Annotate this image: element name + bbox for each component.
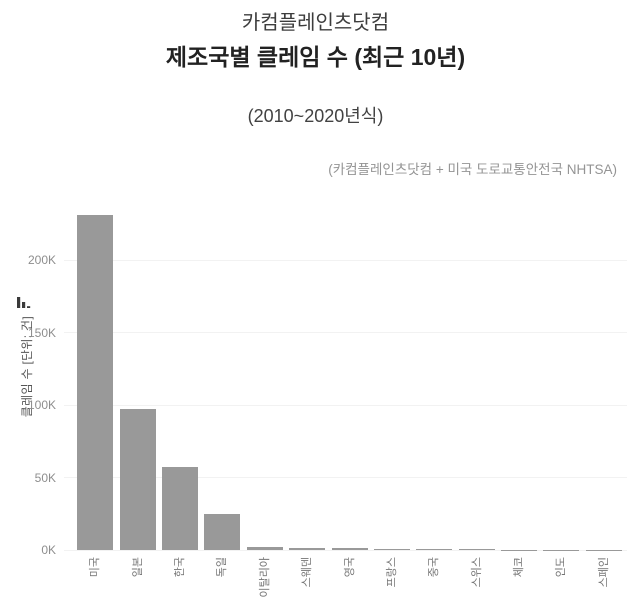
x-tick-label: 인도	[555, 557, 568, 578]
chart-title: 제조국별 클레임 수 (최근 10년)	[165, 44, 466, 70]
bar-이탈리아	[246, 546, 283, 550]
x-tick-label: 이탈리아	[258, 557, 271, 598]
bar-체코	[501, 549, 538, 550]
bar-일본	[119, 409, 156, 550]
chart-source-note: (카컴플레인츠닷컴 + 미국 도로교통안전국 NHTSA)	[328, 162, 617, 177]
y-gridline	[64, 259, 627, 261]
y-gridline	[64, 332, 627, 333]
y-tick-label: 50K	[34, 470, 56, 485]
chart-source-title: 카컴플레인츠닷컴	[241, 12, 390, 34]
y-tick-label: 100K	[27, 398, 56, 412]
bar-프랑스	[373, 549, 410, 550]
bar-중국	[416, 549, 453, 550]
y-tick-label: 150K	[27, 325, 56, 340]
bar-인도	[543, 549, 580, 550]
x-tick-label: 체코	[513, 557, 526, 578]
x-tick-label: 중국	[428, 557, 441, 578]
x-tick-label: 독일	[216, 557, 229, 578]
plot-area: 0K 50K 100K 150K 200K 미국 일본 한국 독일 이탈리아 스웨덴 영국 프랑스 중국 스…	[28, 198, 627, 597]
x-tick-label: 한국	[173, 557, 186, 578]
x-tick-label: 프랑스	[385, 557, 398, 588]
bar-독일	[204, 513, 241, 550]
bar-스위스	[458, 549, 495, 550]
bar-영국	[331, 547, 368, 550]
x-tick-label: 미국	[89, 557, 102, 578]
y-axis-title-group: 클레임 수 [단위: 건]	[14, 294, 36, 474]
x-tick-label: 영국	[343, 557, 356, 578]
bar-스페인	[585, 549, 622, 550]
bar-스웨덴	[289, 547, 326, 550]
x-tick-label: 스페인	[597, 557, 610, 588]
bar-한국	[161, 467, 198, 550]
y-gridline	[64, 477, 627, 478]
x-tick-label: 스위스	[470, 557, 483, 588]
x-tick-label: 일본	[131, 557, 144, 578]
x-tick-label: 스웨덴	[301, 557, 314, 588]
y-tick-label: 0K	[41, 543, 56, 557]
bar-chart-icon	[17, 297, 31, 308]
bar-미국	[77, 215, 114, 550]
y-gridline	[64, 404, 627, 406]
chart-subtitle: (2010~2020년식)	[247, 106, 384, 126]
y-gridline	[64, 549, 627, 551]
y-tick-label: 200K	[27, 253, 56, 267]
